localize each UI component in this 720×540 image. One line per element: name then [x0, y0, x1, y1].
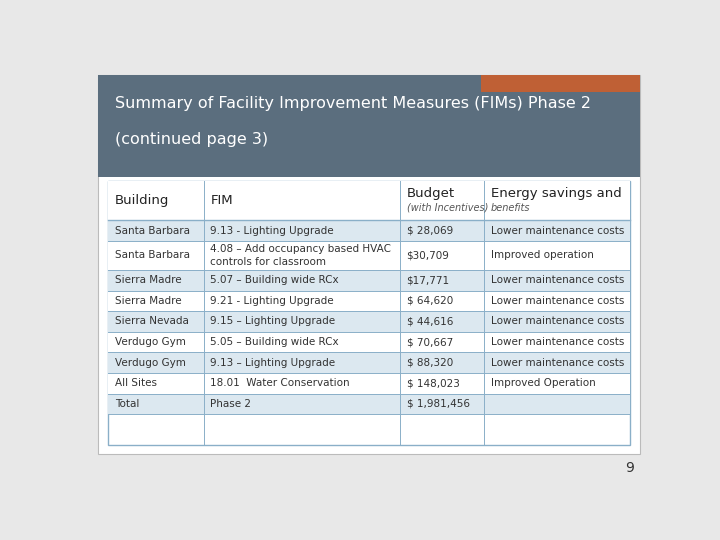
Text: Sierra Madre: Sierra Madre [115, 296, 181, 306]
Bar [99, 75, 639, 177]
Text: 4.08 – Add occupancy based HVAC: 4.08 – Add occupancy based HVAC [210, 244, 392, 254]
Text: benefits: benefits [490, 203, 530, 213]
Bar [109, 373, 629, 394]
Bar [109, 270, 629, 291]
Text: Lower maintenance costs: Lower maintenance costs [490, 316, 624, 326]
Text: Lower maintenance costs: Lower maintenance costs [490, 275, 624, 285]
Bar [109, 394, 629, 414]
Text: Phase 2: Phase 2 [210, 399, 251, 409]
Text: $ 70,667: $ 70,667 [407, 337, 453, 347]
Text: 9.13 - Lighting Upgrade: 9.13 - Lighting Upgrade [210, 226, 334, 235]
Text: Energy savings and: Energy savings and [490, 187, 621, 200]
Text: (with Incentives): (with Incentives) [407, 203, 488, 213]
Text: $ 44,616: $ 44,616 [407, 316, 453, 326]
Text: 9.21 - Lighting Upgrade: 9.21 - Lighting Upgrade [210, 296, 334, 306]
Bar [109, 311, 629, 332]
Text: Lower maintenance costs: Lower maintenance costs [490, 337, 624, 347]
Text: Lower maintenance costs: Lower maintenance costs [490, 296, 624, 306]
Bar [109, 181, 629, 445]
Text: Summary of Facility Improvement Measures (FIMs) Phase 2: Summary of Facility Improvement Measures… [115, 96, 591, 111]
Text: Lower maintenance costs: Lower maintenance costs [490, 226, 624, 235]
Text: Sierra Nevada: Sierra Nevada [115, 316, 189, 326]
Text: Improved operation: Improved operation [490, 251, 593, 260]
Text: 9: 9 [625, 461, 634, 475]
Text: Santa Barbara: Santa Barbara [115, 251, 190, 260]
Bar [481, 75, 639, 92]
Text: 5.07 – Building wide RCx: 5.07 – Building wide RCx [210, 275, 339, 285]
Text: controls for classroom: controls for classroom [210, 257, 326, 267]
Text: $17,771: $17,771 [407, 275, 450, 285]
Bar [109, 291, 629, 311]
Text: Building: Building [115, 194, 169, 207]
Text: $ 28,069: $ 28,069 [407, 226, 453, 235]
Text: Improved Operation: Improved Operation [490, 378, 595, 388]
Bar [109, 241, 629, 270]
Text: Sierra Madre: Sierra Madre [115, 275, 181, 285]
Bar [109, 220, 629, 241]
Text: Total: Total [115, 399, 140, 409]
Text: Verdugo Gym: Verdugo Gym [115, 357, 186, 368]
Text: Budget: Budget [407, 187, 454, 200]
Text: $ 88,320: $ 88,320 [407, 357, 453, 368]
Text: All Sites: All Sites [115, 378, 157, 388]
Text: 5.05 – Building wide RCx: 5.05 – Building wide RCx [210, 337, 339, 347]
Text: 9.13 – Lighting Upgrade: 9.13 – Lighting Upgrade [210, 357, 336, 368]
Text: 9.15 – Lighting Upgrade: 9.15 – Lighting Upgrade [210, 316, 336, 326]
Text: FIM: FIM [210, 194, 233, 207]
Text: $30,709: $30,709 [407, 251, 449, 260]
Text: (continued page 3): (continued page 3) [115, 132, 269, 147]
Bar [109, 332, 629, 352]
Bar [109, 181, 629, 220]
Text: $ 1,981,456: $ 1,981,456 [407, 399, 469, 409]
Text: $ 148,023: $ 148,023 [407, 378, 459, 388]
Text: Santa Barbara: Santa Barbara [115, 226, 190, 235]
Bar [109, 352, 629, 373]
Text: Verdugo Gym: Verdugo Gym [115, 337, 186, 347]
Text: $ 64,620: $ 64,620 [407, 296, 453, 306]
Text: 18.01  Water Conservation: 18.01 Water Conservation [210, 378, 350, 388]
Text: Lower maintenance costs: Lower maintenance costs [490, 357, 624, 368]
